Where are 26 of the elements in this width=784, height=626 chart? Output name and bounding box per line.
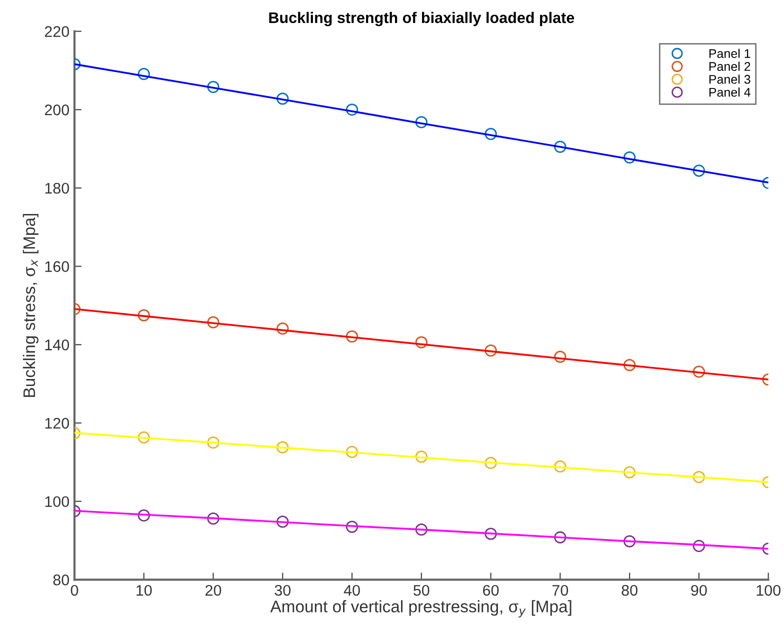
legend-label: Panel 1	[709, 48, 750, 58]
legend-label: Panel 4	[709, 88, 750, 97]
y-tick-label: 160	[45, 261, 70, 272]
chart-title: Buckling strength of biaxially loaded plate	[269, 12, 574, 26]
x-tick-label: 100	[756, 584, 780, 596]
y-tick-label: 180	[45, 182, 70, 194]
y-tick-label: 80	[53, 574, 70, 586]
x-tick-label: 60	[483, 584, 499, 596]
y-tick-label: 200	[44, 104, 70, 116]
legend-label: Panel 2	[709, 62, 750, 71]
x-tick-label: 30	[274, 584, 291, 596]
x-axis-title: Amount of vertical prestressing, σ$_{y}$ [Mpa]	[270, 600, 572, 618]
y-tick-label: 120	[45, 418, 70, 429]
x-tick-label: 80	[622, 584, 638, 596]
x-tick-label: 10	[136, 584, 152, 596]
x-tick-label: 70	[552, 584, 568, 596]
y-tick-label: 100	[45, 496, 70, 508]
y-tick-label: 140	[45, 340, 70, 350]
x-tick-label: 20	[206, 584, 222, 596]
x-tick-label: 50	[414, 584, 430, 596]
y-tick-label: 220	[44, 26, 70, 37]
x-tick-label: 90	[691, 584, 707, 596]
x-tick-label: 0	[70, 584, 78, 596]
x-tick-label: 40	[344, 584, 360, 596]
y-axis-title: Buckling stress, σ$_{x}$ [Mpa]	[22, 214, 38, 397]
legend-label: Panel 3	[709, 74, 750, 84]
